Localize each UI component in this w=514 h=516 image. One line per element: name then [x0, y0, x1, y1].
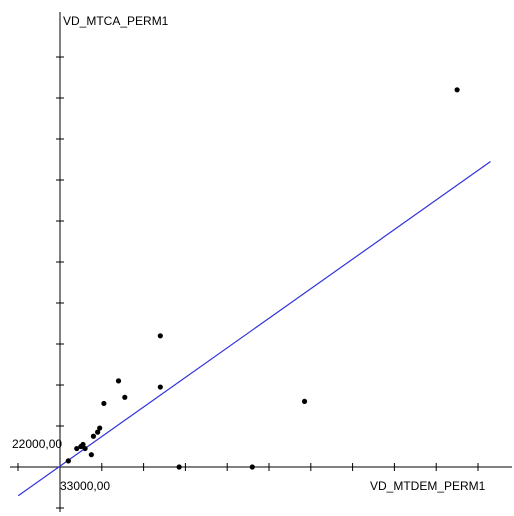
data-point	[249, 464, 255, 470]
data-point	[74, 445, 80, 452]
data-point	[90, 433, 97, 439]
trend-line	[17, 161, 491, 497]
data-point	[157, 384, 163, 390]
data-point	[65, 458, 71, 464]
data-point	[82, 445, 88, 452]
data-point	[157, 333, 163, 339]
data-points	[65, 87, 460, 470]
data-point	[95, 429, 101, 435]
data-point	[101, 400, 107, 407]
data-point	[88, 452, 94, 458]
data-point	[122, 394, 128, 400]
y-axis-title: VD_MTCA_PERM1	[63, 14, 169, 28]
data-point	[301, 398, 308, 404]
data-point	[115, 378, 122, 384]
x-origin-tick-label: 33000,00	[60, 479, 110, 493]
y-origin-tick-label: 22000,00	[12, 437, 62, 451]
data-point	[80, 441, 86, 448]
axes	[10, 12, 512, 512]
x-axis-title: VD_MTDEM_PERM1	[370, 479, 486, 493]
data-point	[176, 464, 182, 470]
data-point	[454, 87, 460, 93]
data-point	[97, 425, 103, 431]
